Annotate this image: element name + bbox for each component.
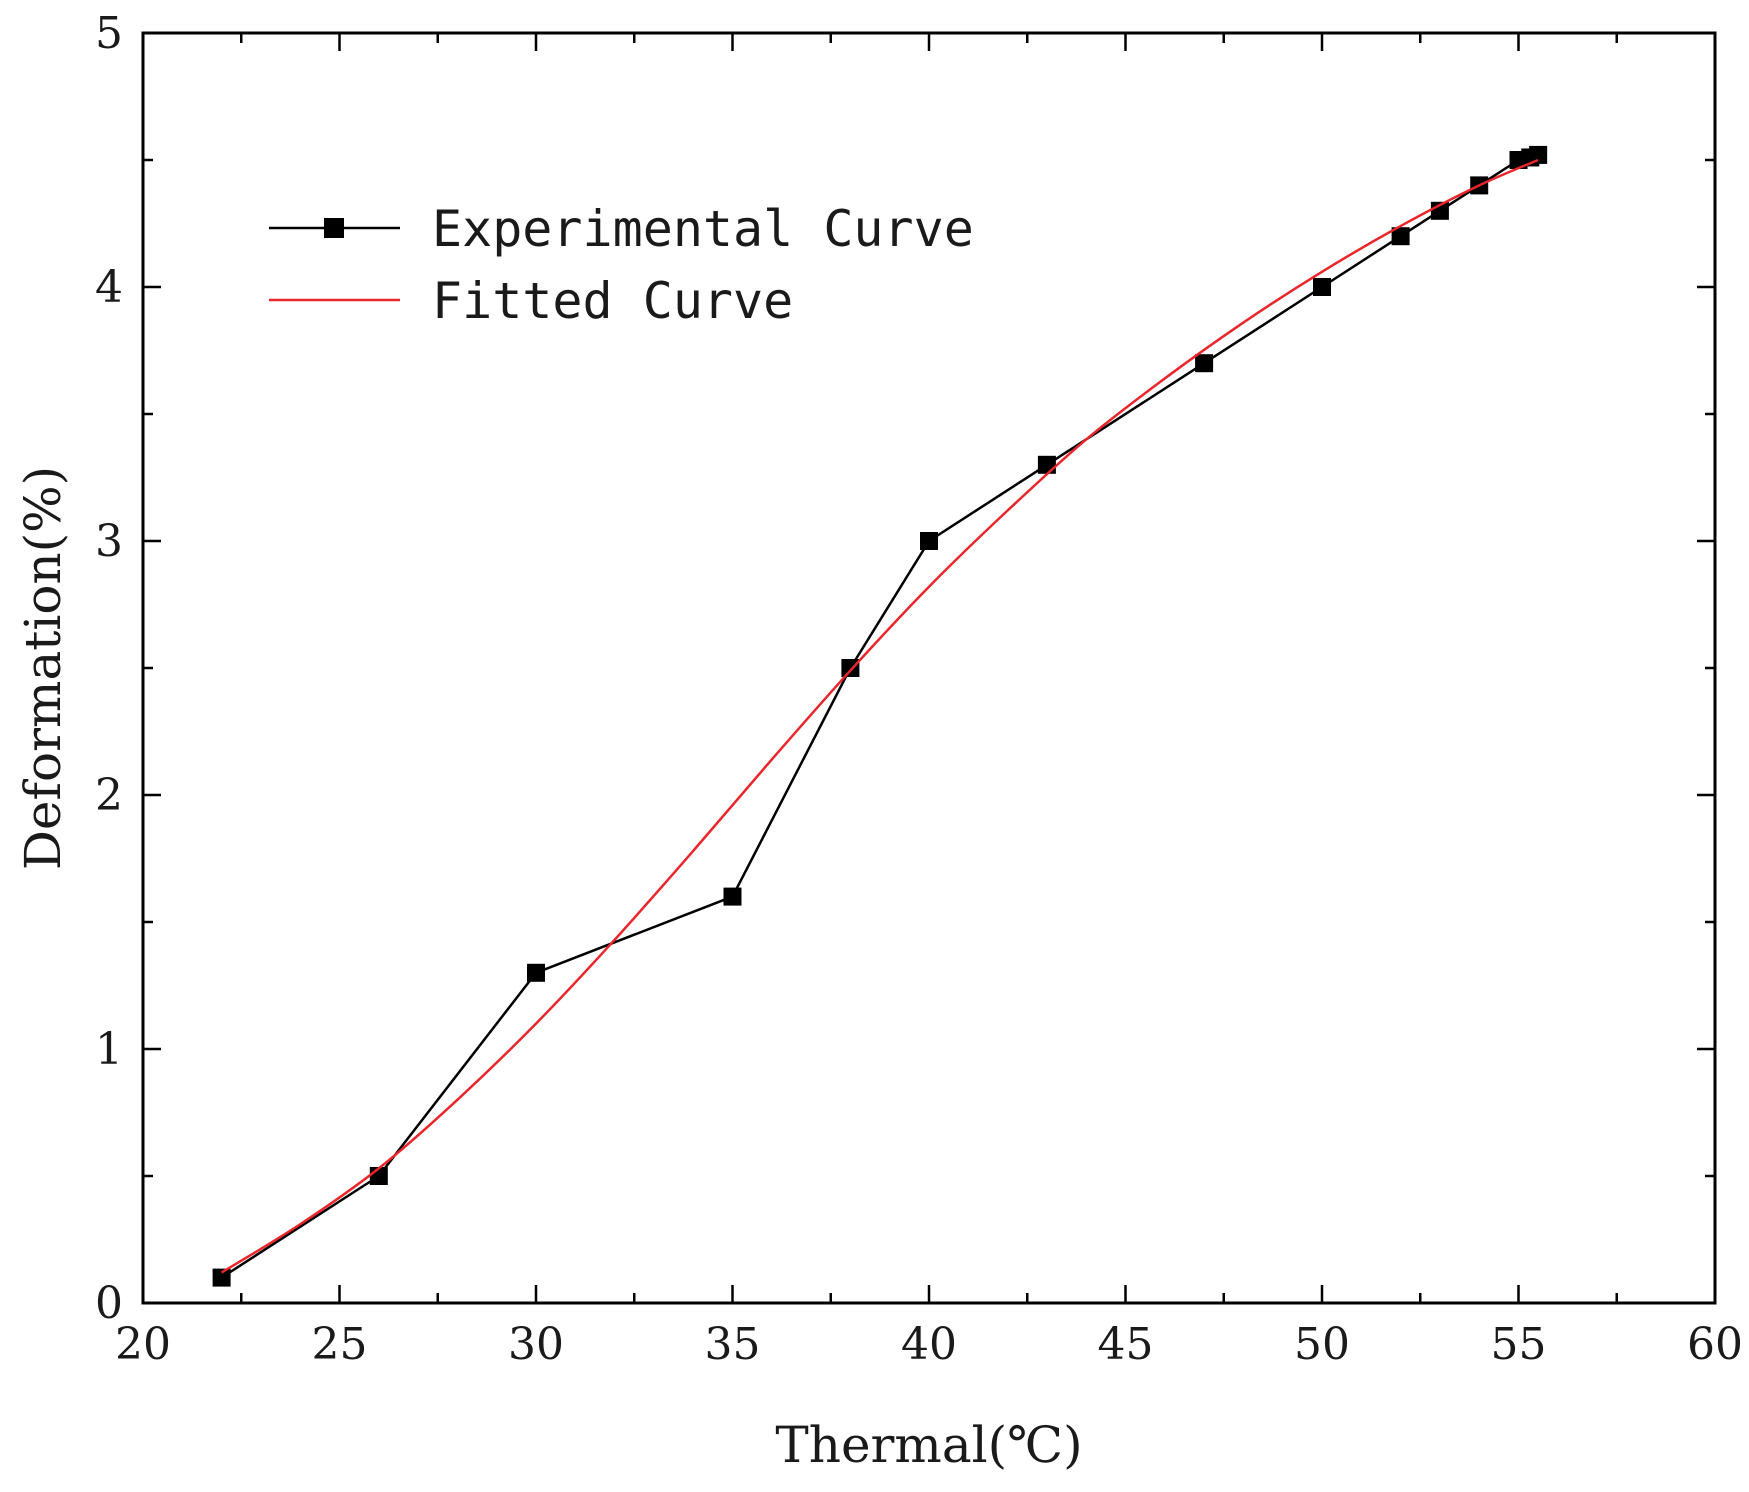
y-tick-label: 1 xyxy=(95,1024,123,1075)
x-tick-label: 45 xyxy=(1098,1319,1154,1370)
experimental-point xyxy=(723,887,742,906)
y-tick-label: 0 xyxy=(95,1278,123,1329)
y-tick-label: 2 xyxy=(95,770,123,821)
y-tick-label: 3 xyxy=(95,516,123,567)
legend: Experimental Curve Fitted Curve xyxy=(269,200,974,330)
experimental-point xyxy=(841,659,860,677)
experimental-point xyxy=(1037,455,1056,474)
x-tick-label: 20 xyxy=(115,1319,171,1370)
plot-frame xyxy=(141,31,1717,1305)
x-tick-label: 60 xyxy=(1687,1319,1743,1370)
experimental-point xyxy=(527,963,545,982)
experimental-point xyxy=(212,1268,231,1287)
y-tick-label: 5 xyxy=(95,8,123,59)
experimental-point xyxy=(1529,145,1548,164)
experimental-point xyxy=(920,532,938,550)
y-axis-title: Deformation(%) xyxy=(14,466,72,870)
x-tick-label: 50 xyxy=(1294,1319,1350,1370)
legend-label-experimental: Experimental Curve xyxy=(432,200,974,258)
experimental-point xyxy=(1195,354,1214,373)
legend-marker-experimental xyxy=(324,218,344,238)
x-axis-title: Thermal(℃) xyxy=(775,1416,1082,1474)
x-tick-label: 35 xyxy=(705,1319,761,1370)
x-tick-label: 40 xyxy=(901,1319,957,1370)
legend-label-fitted: Fitted Curve xyxy=(432,272,793,330)
experimental-curve-line xyxy=(220,153,1539,1279)
fitted-curve-line xyxy=(220,158,1539,1274)
y-tick-label: 4 xyxy=(95,262,123,313)
experimental-point xyxy=(1313,278,1331,296)
x-tick-label: 30 xyxy=(508,1319,564,1370)
x-tick-label: 55 xyxy=(1491,1319,1547,1370)
experimental-point xyxy=(1391,227,1410,246)
x-tick-label: 25 xyxy=(312,1319,368,1370)
